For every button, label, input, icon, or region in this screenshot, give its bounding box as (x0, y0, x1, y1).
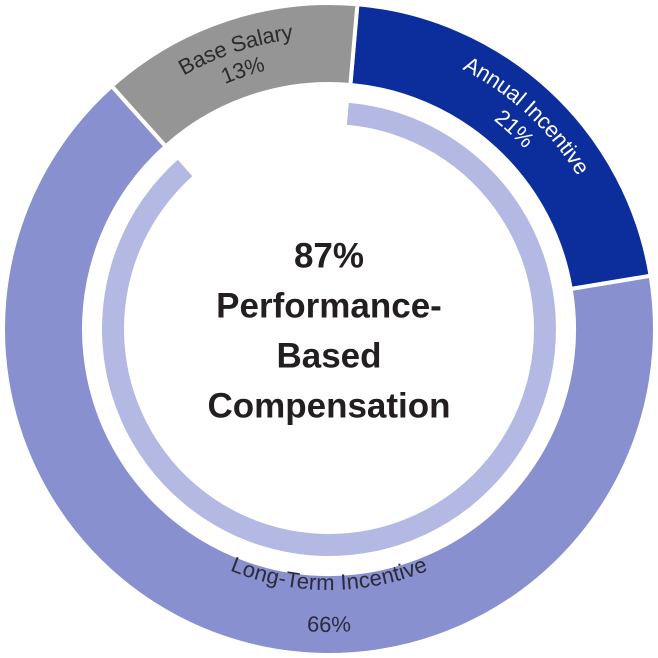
center-value: 87% (294, 236, 364, 275)
donut-segment (108, 1, 360, 150)
center-text: Compensation (207, 386, 450, 425)
donut-segment (1, 83, 657, 657)
donut-segment (348, 2, 653, 292)
center-text: Performance- (216, 286, 442, 325)
segment-value-label: 66% (306, 611, 351, 637)
center-text: Based (276, 336, 381, 375)
inner-ring (101, 102, 556, 556)
segment-label: 66% (306, 611, 351, 637)
